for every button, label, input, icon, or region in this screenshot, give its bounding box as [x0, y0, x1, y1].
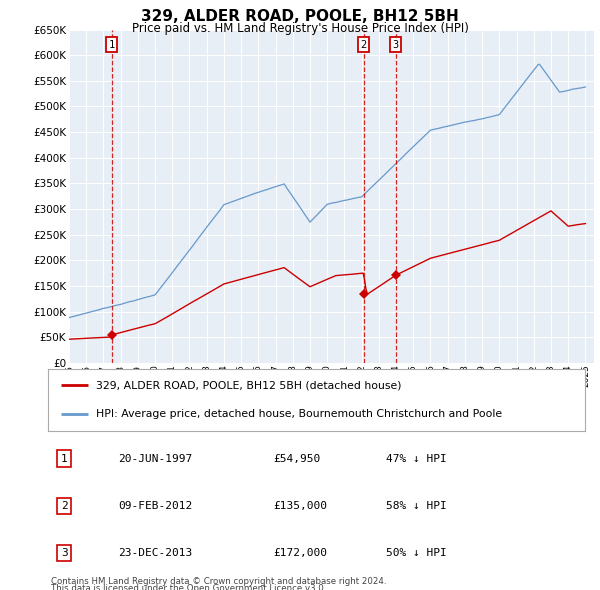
Text: £135,000: £135,000 — [274, 501, 328, 511]
Text: 58% ↓ HPI: 58% ↓ HPI — [386, 501, 447, 511]
Text: 1: 1 — [109, 40, 115, 50]
Text: 2: 2 — [61, 501, 67, 511]
Text: 09-FEB-2012: 09-FEB-2012 — [118, 501, 192, 511]
Text: 47% ↓ HPI: 47% ↓ HPI — [386, 454, 447, 464]
Text: 50% ↓ HPI: 50% ↓ HPI — [386, 548, 447, 558]
Text: 1: 1 — [61, 454, 67, 464]
Text: £172,000: £172,000 — [274, 548, 328, 558]
Text: 23-DEC-2013: 23-DEC-2013 — [118, 548, 192, 558]
Text: 329, ALDER ROAD, POOLE, BH12 5BH (detached house): 329, ALDER ROAD, POOLE, BH12 5BH (detach… — [97, 381, 402, 391]
Text: 329, ALDER ROAD, POOLE, BH12 5BH: 329, ALDER ROAD, POOLE, BH12 5BH — [141, 9, 459, 24]
Text: 3: 3 — [392, 40, 399, 50]
Text: 3: 3 — [61, 548, 67, 558]
Text: Price paid vs. HM Land Registry's House Price Index (HPI): Price paid vs. HM Land Registry's House … — [131, 22, 469, 35]
Text: 20-JUN-1997: 20-JUN-1997 — [118, 454, 192, 464]
Text: £54,950: £54,950 — [274, 454, 321, 464]
Text: This data is licensed under the Open Government Licence v3.0.: This data is licensed under the Open Gov… — [51, 584, 326, 590]
Text: 2: 2 — [361, 40, 367, 50]
Text: HPI: Average price, detached house, Bournemouth Christchurch and Poole: HPI: Average price, detached house, Bour… — [97, 409, 502, 419]
Text: Contains HM Land Registry data © Crown copyright and database right 2024.: Contains HM Land Registry data © Crown c… — [51, 577, 386, 586]
